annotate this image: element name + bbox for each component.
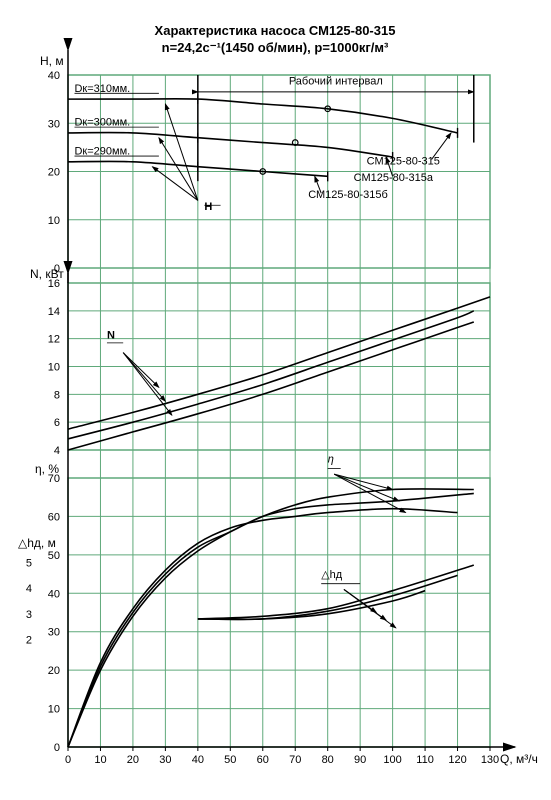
svg-text:130: 130 (481, 754, 499, 766)
x-axis-label: Q, м³/ч (500, 752, 538, 766)
svg-text:120: 120 (448, 754, 466, 766)
svg-text:10: 10 (48, 215, 60, 227)
svg-text:20: 20 (48, 167, 60, 179)
label-315: СМ125-80-315 (367, 155, 440, 167)
svg-text:30: 30 (48, 627, 60, 639)
svg-text:H: H (204, 201, 212, 213)
svg-text:50: 50 (224, 754, 236, 766)
svg-text:70: 70 (289, 754, 301, 766)
svg-text:40: 40 (192, 754, 204, 766)
svg-text:η: η (328, 454, 334, 466)
svg-text:60: 60 (48, 511, 60, 523)
svg-text:4: 4 (26, 583, 32, 595)
svg-text:10: 10 (48, 704, 60, 716)
svg-text:16: 16 (48, 278, 60, 290)
svg-text:100: 100 (383, 754, 401, 766)
svg-text:5: 5 (26, 558, 32, 570)
svg-text:30: 30 (48, 118, 60, 130)
svg-text:3: 3 (26, 609, 32, 621)
svg-text:8: 8 (54, 389, 60, 401)
svg-text:0: 0 (54, 742, 60, 754)
svg-text:14: 14 (48, 306, 60, 318)
svg-text:30: 30 (159, 754, 171, 766)
svg-text:20: 20 (48, 665, 60, 677)
chart-svg: Характеристика насоса СМ125-80-315 n=24,2… (0, 0, 551, 800)
svg-text:50: 50 (48, 550, 60, 562)
svg-text:70: 70 (48, 473, 60, 485)
label-315a: СМ125-80-315а (354, 172, 434, 184)
svg-text:6: 6 (54, 417, 60, 429)
h-axis-label: △hд, м (18, 536, 56, 550)
svg-text:110: 110 (416, 754, 434, 766)
pump-chart: Характеристика насоса СМ125-80-315 n=24,2… (0, 0, 551, 800)
svg-text:40: 40 (48, 588, 60, 600)
h-axis-label: Н, м (40, 54, 64, 68)
svg-text:0: 0 (65, 754, 71, 766)
chart-title-2: n=24,2с⁻¹(1450 об/мин), р=1000кг/м³ (162, 40, 389, 55)
svg-text:N: N (107, 330, 115, 342)
svg-text:40: 40 (48, 70, 60, 82)
svg-text:90: 90 (354, 754, 366, 766)
svg-text:△hд: △hд (321, 569, 343, 581)
svg-text:12: 12 (48, 334, 60, 346)
working-interval-label: Рабочий интервал (289, 76, 383, 88)
svg-text:10: 10 (48, 362, 60, 374)
svg-text:4: 4 (54, 445, 60, 457)
svg-text:2: 2 (26, 634, 32, 646)
svg-text:80: 80 (322, 754, 334, 766)
svg-text:10: 10 (94, 754, 106, 766)
svg-text:60: 60 (257, 754, 269, 766)
svg-text:20: 20 (127, 754, 139, 766)
chart-title-1: Характеристика насоса СМ125-80-315 (155, 23, 396, 38)
